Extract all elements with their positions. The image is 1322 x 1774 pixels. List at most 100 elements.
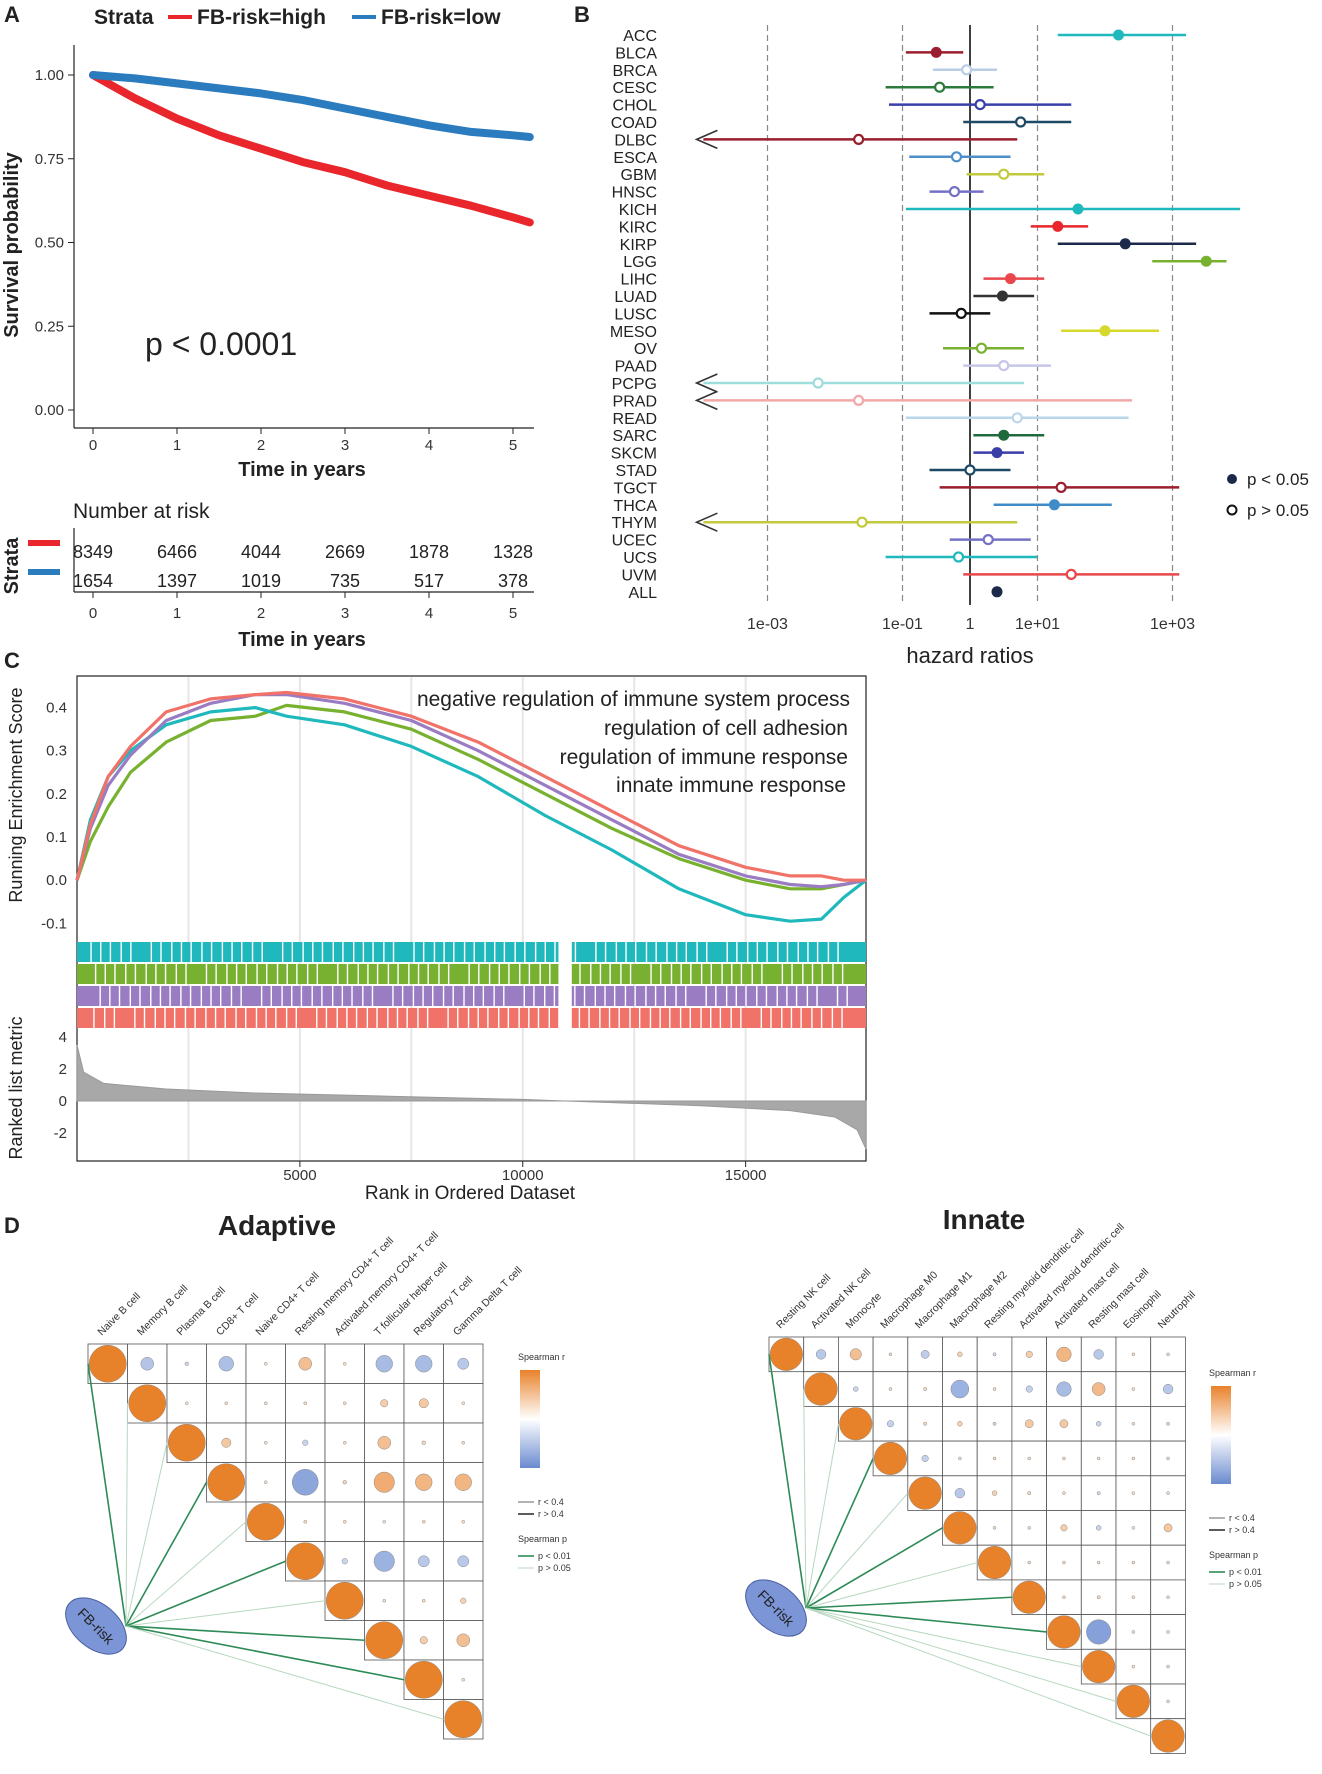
gsea-hit-gap	[634, 986, 636, 1006]
forest-cancer-label: ALL	[629, 585, 658, 602]
gsea-plot: 0.4 0.3 0.2 0.1 0.0 -0.1 4 2 0 -2 5000 10000 15000	[41, 675, 867, 1184]
gsea-hit-gap	[438, 964, 440, 984]
forest-point-nonsig	[952, 551, 965, 563]
corr-circle	[380, 1399, 389, 1408]
gsea-hit-gap	[240, 986, 242, 1006]
gsea-hit-gap	[503, 942, 506, 962]
km-ytick-label: 1.00	[35, 67, 64, 84]
gsea-hit-gap	[615, 942, 618, 962]
gsea-hit-gap	[760, 1008, 763, 1028]
gsea-hit-gap	[745, 986, 747, 1006]
gsea-hit-gap	[337, 964, 339, 984]
gsea-hit-gap	[134, 964, 137, 984]
gsea-hit-gap	[679, 1008, 682, 1028]
gsea-hit-gap	[362, 942, 365, 962]
corr-circle	[921, 1454, 929, 1462]
forest-cancer-label: MESO	[610, 324, 657, 341]
gsea-hit-gap	[210, 986, 212, 1006]
corr-circle	[769, 1337, 803, 1371]
km-curve-low	[89, 71, 534, 141]
gsea-hit-gap	[821, 964, 823, 984]
gsea-hit-gap	[143, 1008, 146, 1028]
corr-cell	[443, 1462, 484, 1503]
panel-b: B ACCBLCABRCACESCCHOLCOADDLBCESCAGBMHNSC…	[574, 2, 1309, 668]
corr-circle	[382, 1599, 386, 1603]
corr-circle	[461, 1520, 465, 1524]
corr-circle	[992, 1421, 997, 1426]
gsea-hit-gap	[251, 942, 254, 962]
gsea-metric-tick-label: -2	[54, 1125, 67, 1142]
corr-circle	[415, 1355, 433, 1373]
gsea-hit-gap	[574, 986, 576, 1006]
corr-edge	[805, 1607, 1047, 1633]
gsea-hit-gap	[467, 1008, 470, 1028]
km-ytick-label: 0.25	[35, 318, 64, 335]
panel-a-letter: A	[4, 2, 20, 27]
gsea-hit-gap	[706, 942, 708, 962]
forest-point-nonsig	[812, 377, 824, 389]
corr-column-label: Resting mast cell	[1086, 1266, 1151, 1331]
gsea-hit-band	[77, 964, 866, 984]
gsea-hit-gap	[383, 942, 385, 962]
gsea-hit-gap	[841, 964, 844, 984]
km-xtick-label: 0	[89, 437, 97, 454]
corr-circle	[1095, 1421, 1102, 1427]
gsea-hit-gap	[351, 986, 353, 1006]
forest-cancer-label: SKCM	[611, 446, 657, 463]
gsea-hit-gap	[226, 964, 228, 984]
forest-truncation-arrow	[694, 390, 718, 411]
forest-cancer-label: THYM	[612, 515, 657, 532]
corr-circle	[1166, 1560, 1170, 1565]
corr-circle	[404, 1660, 443, 1699]
forest-point-sig	[1119, 238, 1131, 250]
gsea-hit-gap	[482, 986, 485, 1006]
forest-point-nonsig	[853, 133, 865, 145]
gsea-hit-gap	[827, 942, 830, 962]
corr-circle	[1047, 1615, 1081, 1649]
gsea-hit-gap	[173, 1008, 176, 1028]
gsea-hit-gap	[689, 1008, 691, 1028]
gsea-hit-gap	[493, 986, 495, 1006]
corr-circle	[343, 1362, 347, 1366]
corr-circle	[1059, 1419, 1069, 1429]
corr-legend-gradient	[1211, 1386, 1231, 1484]
gsea-hit-gap	[214, 1008, 217, 1028]
corr-circle	[286, 1542, 325, 1581]
gsea-hit-gap	[472, 986, 475, 1006]
forest-point-sig	[1052, 220, 1064, 232]
gsea-hit-gap	[312, 942, 314, 962]
risk-xtick-label: 5	[509, 605, 517, 622]
corr-column-label: Neutrophil	[1156, 1289, 1198, 1331]
gsea-hit-gap	[487, 1008, 489, 1028]
gsea-hit-gap	[715, 986, 717, 1006]
corr-circle	[422, 1520, 426, 1524]
gsea-hit-gap	[372, 942, 374, 962]
corr-circle	[444, 1700, 483, 1739]
corr-circle	[1131, 1387, 1136, 1391]
forest-point-nonsig	[955, 307, 967, 319]
corr-circle	[128, 1384, 167, 1423]
gsea-hit-gap	[583, 986, 586, 1006]
gsea-hit-gap	[376, 1008, 378, 1028]
gsea-hit-gap	[696, 942, 698, 962]
gsea-hit-gap	[690, 964, 692, 984]
gsea-hit-gap	[397, 964, 399, 984]
gsea-hit-gap	[417, 964, 420, 984]
forest-point-nonsig	[975, 342, 988, 354]
gsea-hit-gap	[484, 942, 486, 962]
gsea-hit-gap	[189, 986, 192, 1006]
forest-cancer-label: OV	[634, 341, 657, 358]
corr-circle	[365, 1621, 404, 1660]
gsea-hit-gap	[846, 986, 848, 1006]
km-ytick-label: 0.75	[35, 151, 64, 168]
gsea-hit-gap	[291, 942, 294, 962]
corr-circle	[923, 1421, 928, 1426]
gsea-hit-gap	[184, 1008, 187, 1028]
gsea-ytick-label: 0.4	[46, 700, 67, 717]
gsea-hit-gap	[331, 986, 334, 1006]
gsea-hit-gap	[113, 1008, 116, 1028]
corr-circle	[1056, 1381, 1072, 1397]
forest-point-sig	[1099, 325, 1111, 337]
corr-circle	[950, 1379, 970, 1399]
